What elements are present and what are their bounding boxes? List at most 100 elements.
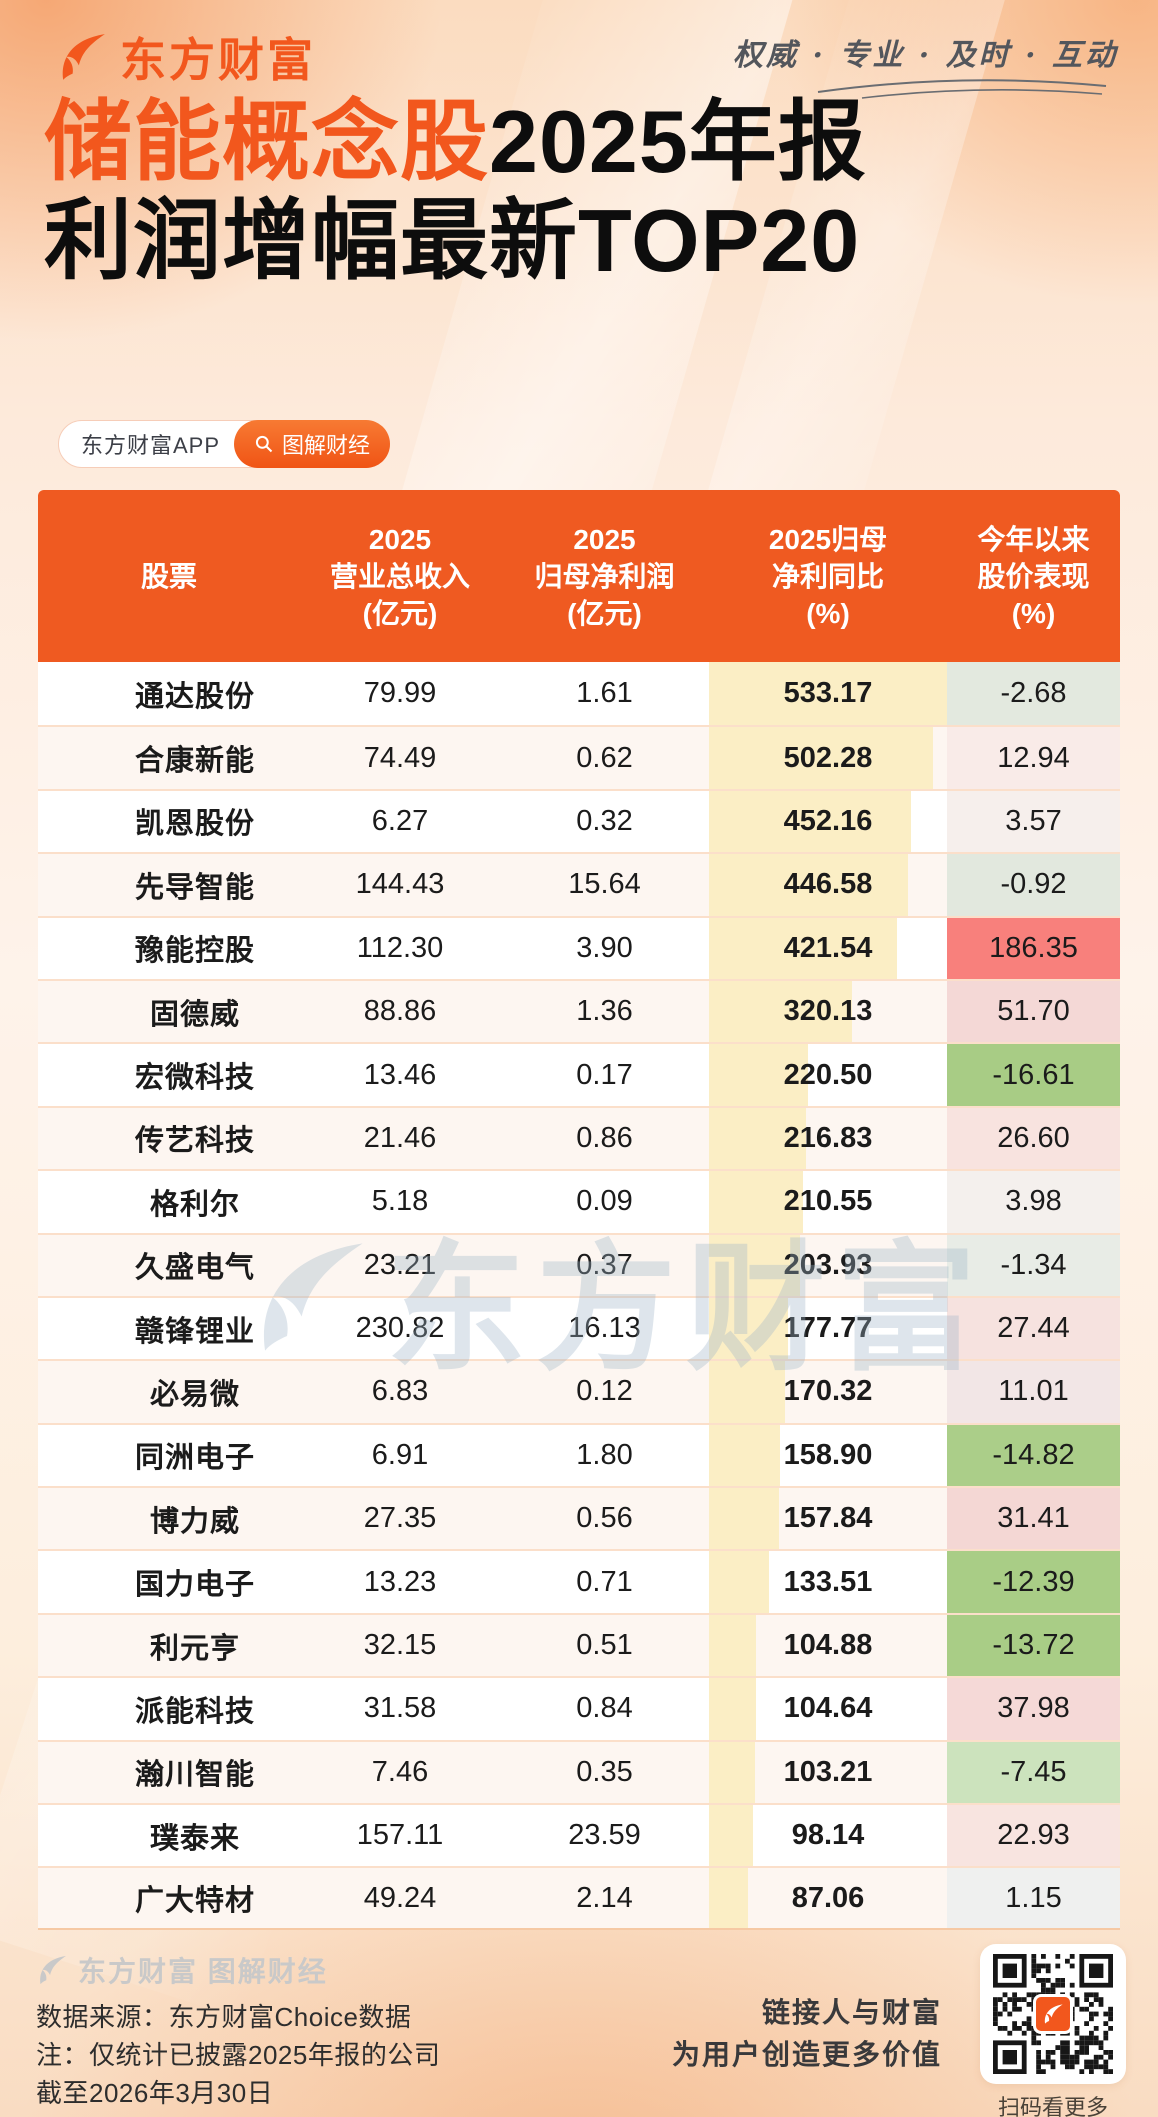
tagline-line-2: 为用户创造更多价值	[671, 2039, 942, 2070]
yoy-data-bar	[709, 1361, 785, 1423]
cell-yoy: 203.93	[709, 1234, 947, 1296]
footer-brand: 东方财富 图解财经	[36, 1950, 328, 1990]
cell-stock-name: 宏微科技	[134, 1062, 255, 1095]
yoy-data-bar	[709, 1741, 756, 1804]
cell-ytd-price: 12.94	[947, 727, 1120, 789]
title-line-1: 储能概念股2025年报	[44, 92, 867, 191]
tagline-line-1: 链接人与财富	[761, 1997, 942, 2028]
page-title: 储能概念股2025年报 利润增幅最新TOP20	[44, 92, 867, 290]
cell-ytd-price: -7.45	[947, 1741, 1120, 1804]
cell-net-profit: 0.51	[576, 1629, 633, 1662]
cell-net-profit: 0.09	[576, 1185, 633, 1218]
yoy-data-bar	[709, 1805, 753, 1867]
yoy-data-bar	[709, 1488, 780, 1550]
table-row: 广大特材 49.24 2.14 87.06 1.15	[38, 1866, 1120, 1930]
eastmoney-logo-icon	[36, 1954, 68, 1986]
brand-slogan: 权威 · 专业 · 及时 · 互动	[733, 38, 1118, 73]
table-row: 合康新能 74.49 0.62 502.28 12.94	[38, 725, 1120, 789]
table-row: 国力电子 13.23 0.71 133.51 -12.39	[38, 1549, 1120, 1613]
cell-stock-name: 久盛电气	[134, 1252, 255, 1285]
column-header-yoy: 2025归母 净利同比 (%)	[768, 523, 888, 629]
cell-revenue: 230.82	[355, 1312, 445, 1345]
cell-revenue: 27.35	[363, 1502, 437, 1535]
channel-badge: 图解财经	[234, 420, 391, 468]
app-channel-badge: 东方财富APP 图解财经	[58, 420, 391, 468]
table-row: 赣锋锂业 230.82 16.13 177.77 27.44	[38, 1295, 1120, 1360]
cell-revenue: 7.46	[371, 1755, 429, 1788]
yoy-data-bar	[709, 1297, 789, 1360]
cell-stock-name: 广大特材	[134, 1885, 255, 1918]
cell-net-profit: 2.14	[576, 1881, 633, 1914]
cell-revenue: 79.99	[363, 677, 437, 710]
table-row: 凯恩股份 6.27 0.32 452.16 3.57	[38, 788, 1120, 853]
title-line-2: 利润增幅最新TOP20	[44, 191, 861, 290]
cell-stock-name: 格利尔	[149, 1188, 240, 1221]
footer-tagline: 链接人与财富 为用户创造更多价值	[672, 1992, 942, 2076]
yoy-data-bar	[709, 1678, 756, 1740]
cell-revenue: 32.15	[363, 1629, 437, 1662]
footer-notes: 数据来源：东方财富Choice数据 注：仅统计已披露2025年报的公司 截至20…	[36, 1998, 440, 2112]
table-row: 同洲电子 6.91 1.80 158.90 -14.82	[38, 1422, 1120, 1487]
table-row: 派能科技 31.58 0.84 104.64 37.98	[38, 1676, 1120, 1740]
cell-yoy: 320.13	[709, 980, 947, 1043]
app-badge-label: 东方财富APP	[81, 433, 221, 458]
cell-revenue: 13.23	[363, 1565, 437, 1598]
cell-stock-name: 博力威	[149, 1505, 240, 1538]
cell-net-profit: 0.56	[576, 1502, 633, 1535]
cell-yoy: 170.32	[709, 1361, 947, 1423]
stocks-table: 股票 2025 营业总收入 (亿元) 2025 归母净利润 (亿元) 2025归…	[38, 490, 1120, 1930]
cell-yoy: 177.77	[709, 1297, 947, 1360]
cell-yoy: 220.50	[709, 1044, 947, 1106]
cell-stock-name: 先导智能	[134, 871, 255, 904]
column-header-ytd: 今年以来 股价表现 (%)	[977, 523, 1090, 629]
cell-ytd-price: 26.60	[947, 1107, 1120, 1170]
cell-net-profit: 0.35	[576, 1755, 633, 1788]
cell-ytd-price: 31.41	[947, 1488, 1120, 1550]
table-row: 利元亨 32.15 0.51 104.88 -13.72	[38, 1612, 1120, 1677]
cell-ytd-price: 11.01	[947, 1361, 1120, 1423]
cell-ytd-price: 3.57	[947, 790, 1120, 853]
yoy-data-bar	[709, 1107, 806, 1170]
table-row: 璞泰来 157.11 23.59 98.14 22.93	[38, 1803, 1120, 1867]
table-row: 宏微科技 13.46 0.17 220.50 -16.61	[38, 1042, 1120, 1106]
cell-revenue: 21.46	[363, 1121, 437, 1154]
cell-stock-name: 赣锋锂业	[134, 1315, 255, 1348]
cell-revenue: 144.43	[355, 868, 445, 901]
table-row: 固德威 88.86 1.36 320.13 51.70	[38, 978, 1120, 1043]
cell-stock-name: 派能科技	[134, 1695, 255, 1728]
cell-yoy: 98.14	[709, 1805, 947, 1867]
yoy-data-bar	[709, 980, 852, 1043]
data-source-note: 数据来源：东方财富Choice数据	[36, 2002, 412, 2032]
cell-yoy: 158.90	[709, 1424, 947, 1487]
cell-ytd-price: -0.92	[947, 854, 1120, 916]
yoy-data-bar	[709, 1044, 808, 1106]
cell-yoy: 452.16	[709, 790, 947, 853]
yoy-data-bar	[709, 1234, 800, 1296]
cell-ytd-price: -13.72	[947, 1614, 1120, 1677]
cell-ytd-price: 51.70	[947, 980, 1120, 1043]
cell-revenue: 112.30	[356, 931, 444, 964]
cell-net-profit: 15.64	[568, 868, 641, 901]
cell-ytd-price: -1.34	[947, 1234, 1120, 1296]
table-row: 格利尔 5.18 0.09 210.55 3.98	[38, 1169, 1120, 1233]
cell-yoy: 216.83	[709, 1107, 947, 1170]
brand-logo: 东方财富	[56, 24, 316, 90]
cell-revenue: 31.58	[363, 1692, 437, 1725]
cell-stock-name: 同洲电子	[134, 1442, 255, 1475]
column-header-revenue: 2025 营业总收入 (亿元)	[329, 523, 470, 629]
cell-revenue: 6.83	[371, 1375, 429, 1408]
eastmoney-logo-icon	[1042, 2003, 1064, 2025]
cell-yoy: 103.21	[709, 1741, 947, 1804]
table-row: 久盛电气 23.21 0.37 203.93 -1.34	[38, 1232, 1120, 1296]
cell-revenue: 49.24	[363, 1881, 437, 1914]
cell-net-profit: 0.17	[576, 1058, 633, 1091]
yoy-data-bar	[709, 1868, 748, 1928]
cell-yoy: 104.64	[709, 1678, 947, 1740]
qr-code	[980, 1944, 1126, 2084]
cell-net-profit: 0.86	[576, 1121, 633, 1154]
eastmoney-logo-icon	[56, 31, 108, 83]
scope-note: 注：仅统计已披露2025年报的公司	[36, 2040, 441, 2070]
title-highlight: 储能概念股	[44, 92, 490, 191]
cell-stock-name: 豫能控股	[134, 935, 255, 968]
